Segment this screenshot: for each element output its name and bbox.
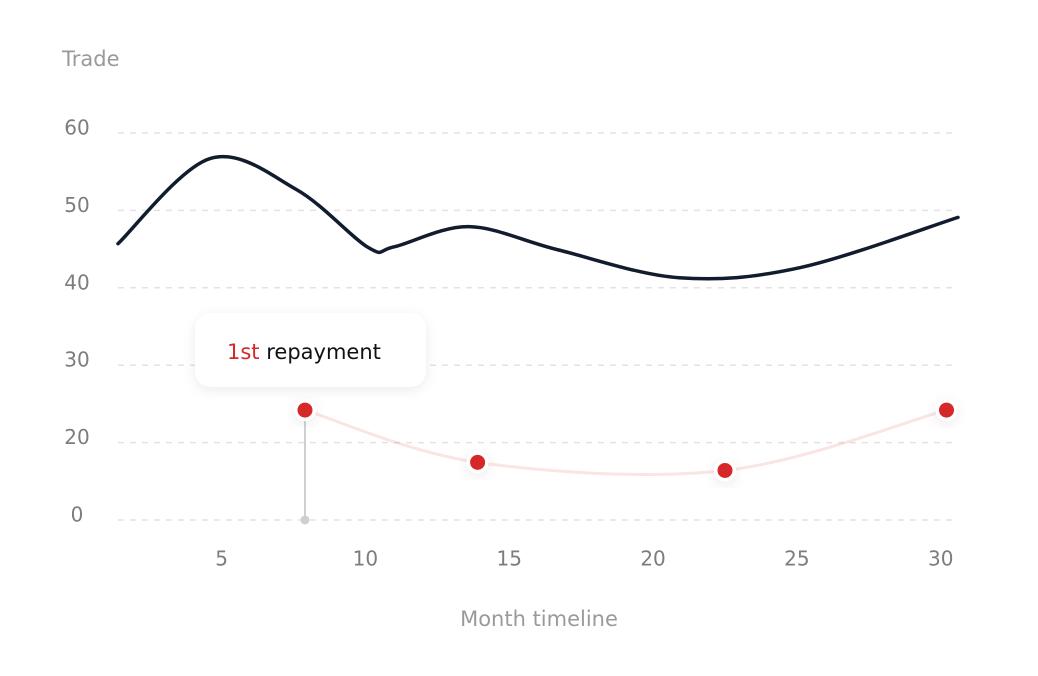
x-tick-label: 15 [497, 547, 522, 571]
x-tick-label: 30 [928, 547, 953, 571]
y-tick-label: 60 [64, 116, 89, 140]
x-tick-label: 20 [640, 547, 665, 571]
callout-text: 1st repayment [227, 340, 381, 364]
x-tick-label: 25 [784, 547, 809, 571]
plot-area [116, 154, 960, 525]
x-tick-label: 5 [215, 547, 228, 571]
callout-box [195, 313, 426, 387]
x-tick-label: 10 [353, 547, 378, 571]
y-tick-label: 50 [64, 193, 89, 217]
y-tick-label: 40 [64, 270, 89, 294]
drop-dot [300, 515, 310, 525]
y-tick-label: 30 [64, 348, 89, 372]
repayment-point [938, 402, 954, 418]
y-axis-label: Trade [61, 47, 120, 71]
y-tick-label: 0 [71, 503, 84, 527]
y-tick-label: 20 [64, 425, 89, 449]
repayment-line [303, 408, 948, 476]
trade-line [116, 154, 960, 281]
callout-label: repayment [266, 340, 381, 364]
x-axis-label: Month timeline [460, 607, 618, 631]
grid: 0 20 30 40 50 60 5 10 15 20 25 30 [64, 116, 958, 571]
repayment-point [470, 454, 486, 470]
callout-highlight: 1st [227, 340, 260, 364]
repayment-point [297, 402, 313, 418]
callout: 1st repayment [195, 313, 426, 387]
repayment-point [717, 462, 733, 478]
